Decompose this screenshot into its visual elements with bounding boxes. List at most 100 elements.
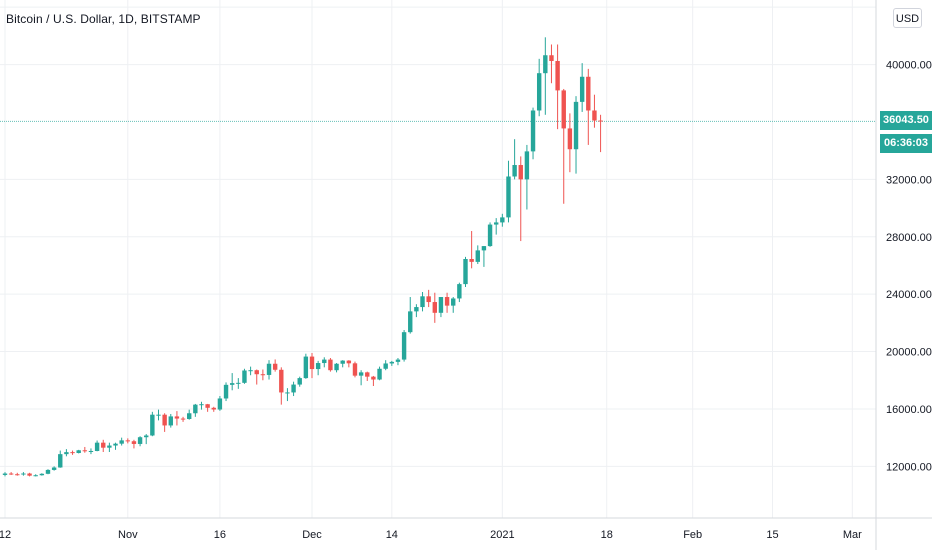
candle-up	[242, 368, 247, 384]
candle-up	[297, 376, 302, 387]
candle-up	[217, 396, 223, 411]
candle-body	[88, 450, 94, 452]
candle-body	[174, 416, 180, 419]
candle-body	[561, 90, 566, 129]
candle-body	[389, 361, 395, 364]
candle-body	[266, 363, 272, 375]
candle-up	[58, 450, 63, 468]
candle-body	[8, 473, 14, 475]
candle-down	[309, 352, 315, 379]
candle-up	[193, 403, 198, 417]
y-tick-label: 12000.00	[886, 461, 932, 473]
candle-down	[555, 44, 560, 130]
last-price-label: 36043.50	[880, 111, 932, 131]
candle-body	[586, 76, 591, 111]
candle-down	[371, 375, 376, 386]
candle-body	[383, 363, 388, 369]
candle-up	[358, 370, 364, 386]
candle-down	[346, 360, 352, 368]
candle-down	[162, 413, 167, 432]
candle-up	[395, 358, 401, 366]
candle-body	[395, 359, 401, 362]
candle-down	[70, 450, 75, 455]
candle-body	[51, 467, 57, 470]
candle-down	[432, 292, 437, 323]
candle-down	[567, 113, 573, 173]
y-tick-label: 20000.00	[886, 347, 932, 359]
candle-body	[82, 450, 88, 452]
candle-body	[469, 259, 474, 262]
candle-up	[389, 360, 395, 366]
candle-up	[45, 469, 51, 475]
candle-down	[211, 406, 216, 412]
candle-body	[291, 384, 296, 393]
bar-countdown-label: 06:36:03	[880, 134, 932, 154]
candle-body	[193, 404, 198, 414]
candle-down	[592, 94, 597, 128]
x-tick-label: 14	[386, 529, 398, 541]
candle-body	[21, 473, 26, 475]
candle-body	[315, 363, 321, 370]
candle-body	[33, 475, 38, 477]
candle-body	[494, 222, 499, 225]
candle-body	[444, 297, 450, 306]
x-tick-label: 16	[214, 529, 226, 541]
candle-down	[180, 416, 186, 422]
candle-up	[291, 381, 296, 397]
candle-up	[303, 353, 309, 379]
candle-body	[438, 297, 444, 313]
candle-body	[101, 442, 106, 448]
candle-up	[150, 411, 155, 437]
candle-body	[475, 250, 480, 262]
y-tick-label: 32000.00	[886, 174, 932, 186]
candle-body	[555, 60, 560, 91]
x-axis-ticks: 12 Nov 16 Dec 14 2021 18 Feb 15 Mar	[0, 529, 862, 541]
candle-up	[21, 472, 26, 476]
y-tick-label: 40000.00	[886, 60, 932, 72]
candle-body	[334, 363, 339, 371]
candle-body	[39, 473, 45, 476]
x-tick-label: Dec	[302, 529, 322, 541]
candle-body	[64, 452, 69, 455]
candle-body	[518, 165, 523, 180]
candle-up	[94, 440, 100, 452]
candle-body	[144, 435, 149, 438]
candle-up	[39, 473, 45, 476]
candle-up	[76, 449, 81, 454]
candle-up	[322, 357, 327, 368]
candle-up	[107, 442, 112, 452]
candle-body	[340, 360, 345, 364]
chart-title: Bitcoin / U.S. Dollar, 1D, BITSTAMP	[6, 12, 201, 26]
candle-body	[377, 368, 382, 380]
currency-button[interactable]: USD	[893, 8, 922, 28]
candle-body	[150, 414, 155, 436]
candle-down	[15, 472, 20, 476]
candle-body	[303, 356, 309, 379]
candle-down	[205, 403, 210, 412]
candle-body	[156, 414, 161, 416]
candle-body	[579, 76, 585, 102]
x-tick-label: 2021	[490, 529, 514, 541]
candle-up	[33, 474, 38, 477]
candle-body	[420, 296, 425, 308]
candle-up	[536, 58, 542, 117]
candle-body	[211, 407, 216, 410]
candle-body	[168, 416, 173, 426]
candle-body	[260, 374, 266, 376]
candle-body	[358, 372, 364, 376]
y-tick-label: 16000.00	[886, 404, 932, 416]
candle-up	[2, 472, 8, 477]
candle-body	[524, 151, 530, 180]
y-axis-ticks: 12000.00 16000.00 20000.00 24000.00 28000.00…	[886, 60, 932, 474]
candle-body	[451, 298, 456, 306]
candle-down	[561, 88, 566, 204]
candle-up	[285, 388, 290, 402]
candle-body	[125, 440, 130, 442]
candle-up	[463, 256, 468, 287]
candle-body	[549, 55, 554, 61]
candle-body	[58, 454, 63, 468]
candle-body	[426, 296, 431, 303]
